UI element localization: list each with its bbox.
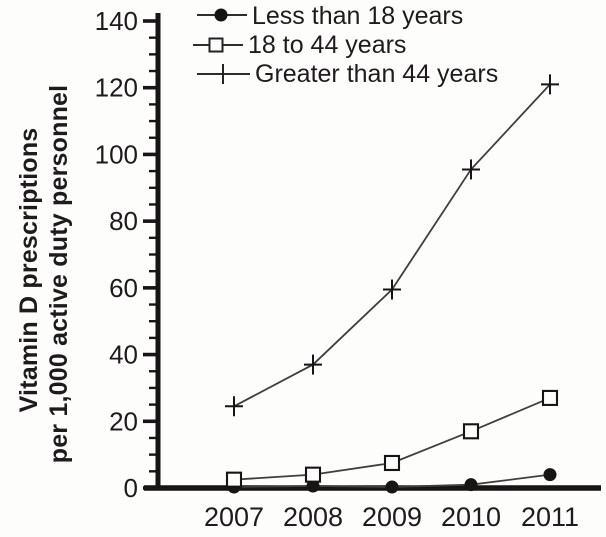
legend-item-less-than-18: Less than 18 years bbox=[197, 2, 463, 30]
y-axis-label-line1: Vitamin D prescriptions bbox=[15, 128, 43, 413]
legend-label-18-to-44: 18 to 44 years bbox=[248, 31, 406, 59]
legend-open-square-icon bbox=[208, 37, 224, 53]
marker-open-square bbox=[225, 471, 243, 488]
legend-item-18-to-44: 18 to 44 years bbox=[193, 31, 406, 59]
plot-area: 0 20 40 60 80 100 120 140 2007 2008 2009 2010 2011 bbox=[95, 6, 601, 532]
marker-filled-circle bbox=[543, 468, 557, 482]
marker-filled-circle bbox=[306, 479, 320, 493]
y-tick-label: 80 bbox=[109, 206, 138, 236]
legend-filled-circle-icon bbox=[214, 8, 228, 22]
legend-label-greater-than-44: Greater than 44 years bbox=[255, 60, 498, 88]
y-tick-label: 20 bbox=[109, 406, 138, 436]
legend: Less than 18 years 18 to 44 years Greate… bbox=[193, 2, 498, 88]
marker-filled-circle bbox=[464, 478, 478, 492]
x-tick-label: 2010 bbox=[441, 502, 501, 532]
marker-open-square bbox=[462, 423, 480, 440]
marker-open-square bbox=[541, 389, 559, 406]
y-axis-label: Vitamin D prescriptions per 1,000 active… bbox=[15, 85, 73, 464]
y-tick-label: 100 bbox=[95, 139, 138, 169]
marker-open-square bbox=[383, 454, 401, 472]
y-tick-label: 40 bbox=[109, 340, 138, 370]
y-tick-label: 0 bbox=[124, 473, 138, 503]
y-axis-label-line2: per 1,000 active duty personnel bbox=[45, 85, 73, 464]
legend-item-greater-than-44: Greater than 44 years bbox=[197, 60, 498, 88]
y-tick-label: 60 bbox=[109, 273, 138, 303]
series-line-greater-than-44-years bbox=[233, 83, 551, 408]
x-tick-label: 2008 bbox=[283, 502, 343, 532]
y-tick-label: 120 bbox=[95, 73, 138, 103]
x-tick-label: 2009 bbox=[362, 502, 422, 532]
legend-label-less-than-18: Less than 18 years bbox=[252, 2, 463, 30]
x-tick-label: 2011 bbox=[521, 502, 579, 532]
marker-filled-circle bbox=[385, 480, 399, 494]
marker-open-square bbox=[304, 466, 322, 483]
y-tick-label: 140 bbox=[95, 6, 138, 36]
x-tick-label: 2007 bbox=[204, 502, 264, 532]
